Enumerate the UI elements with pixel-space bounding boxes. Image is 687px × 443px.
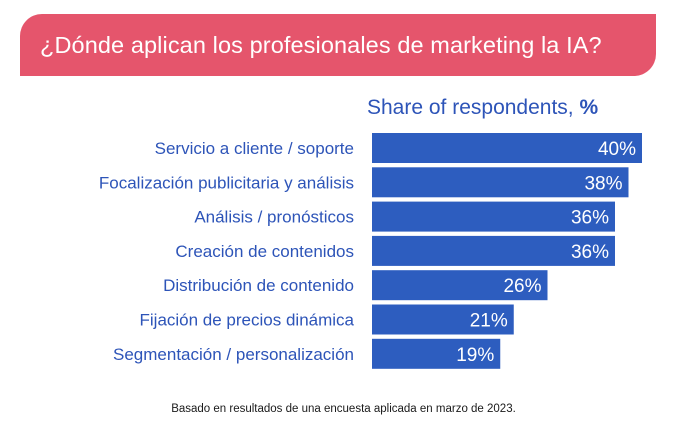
title-banner: ¿Dónde aplican los profesionales de mark… xyxy=(20,14,656,76)
value-label-4: 26% xyxy=(503,276,541,297)
bar-0 xyxy=(372,133,642,163)
axis-unit-label: Share of respondents, % xyxy=(367,96,598,120)
bar-4 xyxy=(372,270,548,301)
bar-1 xyxy=(372,167,629,198)
category-label-0: Servicio a cliente / soporte xyxy=(155,139,354,158)
category-label-2: Análisis / pronósticos xyxy=(194,208,354,227)
category-label-4: Distribución de contenido xyxy=(163,276,354,295)
value-label-3: 36% xyxy=(571,242,609,263)
bar-5 xyxy=(372,304,514,335)
value-label-0: 40% xyxy=(598,139,636,160)
page-title: ¿Dónde aplican los profesionales de mark… xyxy=(40,31,602,58)
category-label-1: Focalización publicitaria y análisis xyxy=(99,173,354,192)
axis-unit-text: Share of respondents, xyxy=(367,96,580,119)
value-label-2: 36% xyxy=(571,208,609,229)
bar-3 xyxy=(372,235,615,266)
category-label-5: Fijación de precios dinámica xyxy=(140,311,355,330)
footnote: Basado en resultados de una encuesta apl… xyxy=(171,403,516,415)
value-label-1: 38% xyxy=(584,173,622,194)
bar-6 xyxy=(372,338,501,369)
axis-unit-symbol: % xyxy=(579,96,599,119)
value-label-6: 19% xyxy=(456,345,494,366)
category-label-6: Segmentación / personalización xyxy=(113,345,354,364)
value-label-5: 21% xyxy=(470,311,508,332)
category-label-3: Creación de contenidos xyxy=(175,242,354,261)
bar-2 xyxy=(372,201,615,232)
